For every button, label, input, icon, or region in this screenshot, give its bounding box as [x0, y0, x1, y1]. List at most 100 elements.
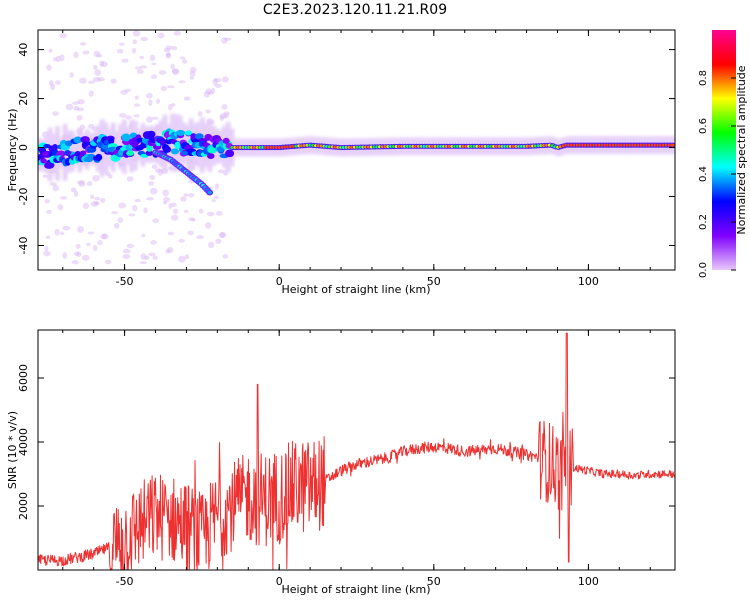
spectrogram-cell	[40, 158, 47, 164]
colorbar-tick-label: 0.8	[698, 70, 709, 86]
spectrogram-speckle	[221, 37, 228, 44]
spectrogram-speckle	[90, 201, 99, 208]
spectrogram-speckle	[219, 114, 224, 122]
spectrogram-cell	[190, 133, 197, 140]
spectrogram-speckle	[160, 85, 168, 92]
spectrogram-speckle	[191, 217, 196, 222]
spectrogram-x-tick-label: 50	[427, 275, 441, 288]
spectrogram-speckle	[171, 214, 179, 221]
spectrogram-speckle	[208, 241, 215, 249]
spectrogram-y-axis-label: Frequency (Hz)	[6, 109, 19, 192]
spectrogram-speckle	[146, 196, 154, 201]
spectrogram-speckle	[157, 169, 164, 176]
spectrogram-speckle	[158, 70, 167, 75]
spectrogram-speckle	[211, 199, 216, 203]
spectrogram-speckle	[139, 55, 145, 60]
spectrogram-image	[38, 30, 675, 265]
spectrogram-halo	[188, 118, 194, 170]
spectrogram-speckle	[140, 36, 148, 42]
spectrogram-speckle	[207, 91, 214, 95]
spectrogram-speckle	[97, 77, 105, 82]
spectrogram-frame	[37, 29, 676, 271]
spectrogram-speckle	[73, 51, 79, 59]
spectrogram-speckle	[70, 187, 77, 193]
spectrogram-speckle	[205, 88, 212, 95]
spectrogram-speckle	[165, 249, 171, 254]
snr-y-ticks: 2000 4000 6000	[17, 364, 675, 520]
spectrogram-speckle	[81, 254, 90, 261]
spectrogram-halo	[95, 125, 101, 172]
spectrogram-speckle	[87, 231, 95, 235]
spectrogram-cell	[194, 133, 204, 140]
spectrogram-speckle	[49, 182, 57, 186]
spectrogram-speckle	[86, 181, 93, 187]
spectrogram-speckle	[165, 52, 172, 58]
spectrogram-cell	[222, 137, 230, 144]
spectrogram-speckle	[94, 69, 102, 76]
spectrogram-speckle	[212, 78, 218, 86]
spectrogram-speckle	[117, 217, 124, 223]
spectrogram-speckle	[100, 197, 106, 204]
spectrogram-speckle	[170, 45, 178, 51]
spectrogram-speckle	[134, 198, 141, 203]
spectrogram-speckle	[92, 76, 101, 82]
colorbar-ticks: 0.0 0.2 0.4 0.6 0.8	[698, 70, 736, 278]
spectrogram-speckle	[149, 174, 156, 180]
spectrogram-halo	[69, 130, 75, 172]
spectrogram-speckle	[79, 77, 87, 84]
spectrogram-speckle	[215, 238, 222, 244]
spectrogram-speckle	[59, 54, 65, 62]
spectrogram-speckle	[204, 221, 212, 229]
spectrogram-speckle	[132, 30, 141, 37]
spectrogram-speckle	[213, 195, 219, 200]
spectrogram-speckle	[178, 238, 185, 243]
spectrogram-cell	[170, 148, 180, 155]
spectrogram-speckle	[223, 111, 230, 115]
spectrogram-cell	[73, 136, 83, 144]
spectrogram-speckle	[221, 104, 228, 110]
snr-panel: -50 0 50 100 2000 4000 6000 Height of straigh…	[6, 329, 676, 596]
spectrogram-speckle	[189, 75, 195, 80]
spectrogram-speckle	[149, 187, 158, 195]
snr-y-axis-label: SNR (10 * v/v)	[6, 411, 19, 489]
spectrogram-speckle	[166, 246, 174, 253]
spectrogram-speckle	[101, 233, 109, 240]
spectrogram-speckle	[152, 218, 159, 224]
spectrogram-cell	[129, 132, 138, 139]
spectrogram-speckle	[78, 180, 86, 188]
spectrogram-speckle	[171, 202, 177, 208]
spectrogram-x-tick-label: -50	[116, 275, 134, 288]
spectrogram-speckle	[118, 42, 125, 46]
spectrogram-speckle	[60, 196, 68, 200]
spectrogram-speckle	[213, 77, 222, 83]
spectrogram-cell	[43, 143, 51, 149]
spectrogram-speckle	[46, 64, 52, 71]
spectrogram-speckle	[59, 33, 67, 39]
spectrogram-speckle	[76, 107, 84, 112]
spectrogram-cell	[95, 153, 103, 161]
spectrogram-speckle	[183, 209, 189, 214]
spectrogram-speckle	[122, 248, 131, 254]
spectrogram-speckle	[116, 48, 124, 54]
spectrogram-speckle	[52, 184, 60, 192]
spectrogram-speckle	[73, 251, 80, 257]
spectrogram-speckle	[59, 231, 65, 236]
spectrogram-speckle	[75, 243, 81, 249]
colorbar-tick-label: 0.2	[698, 214, 709, 230]
spectrogram-speckle	[76, 251, 82, 258]
spectrogram-speckle	[62, 225, 71, 231]
spectrogram-speckle	[76, 226, 85, 233]
spectrogram-speckle	[104, 259, 112, 265]
spectrogram-speckle	[167, 85, 175, 89]
spectrogram-cell	[80, 136, 90, 144]
spectrogram-cell	[145, 150, 154, 156]
colorbar-tick-label: 0.4	[698, 166, 709, 182]
spectrogram-speckle	[148, 99, 153, 107]
spectrogram-speckle	[151, 164, 158, 170]
spectrogram-speckle	[149, 54, 156, 62]
spectrogram-speckle	[73, 190, 79, 197]
spectrogram-speckle	[173, 208, 179, 215]
spectrogram-speckle	[77, 98, 85, 105]
spectrogram-speckle	[82, 50, 90, 55]
spectrogram-x-axis-label: Height of straight line (km)	[281, 283, 430, 296]
